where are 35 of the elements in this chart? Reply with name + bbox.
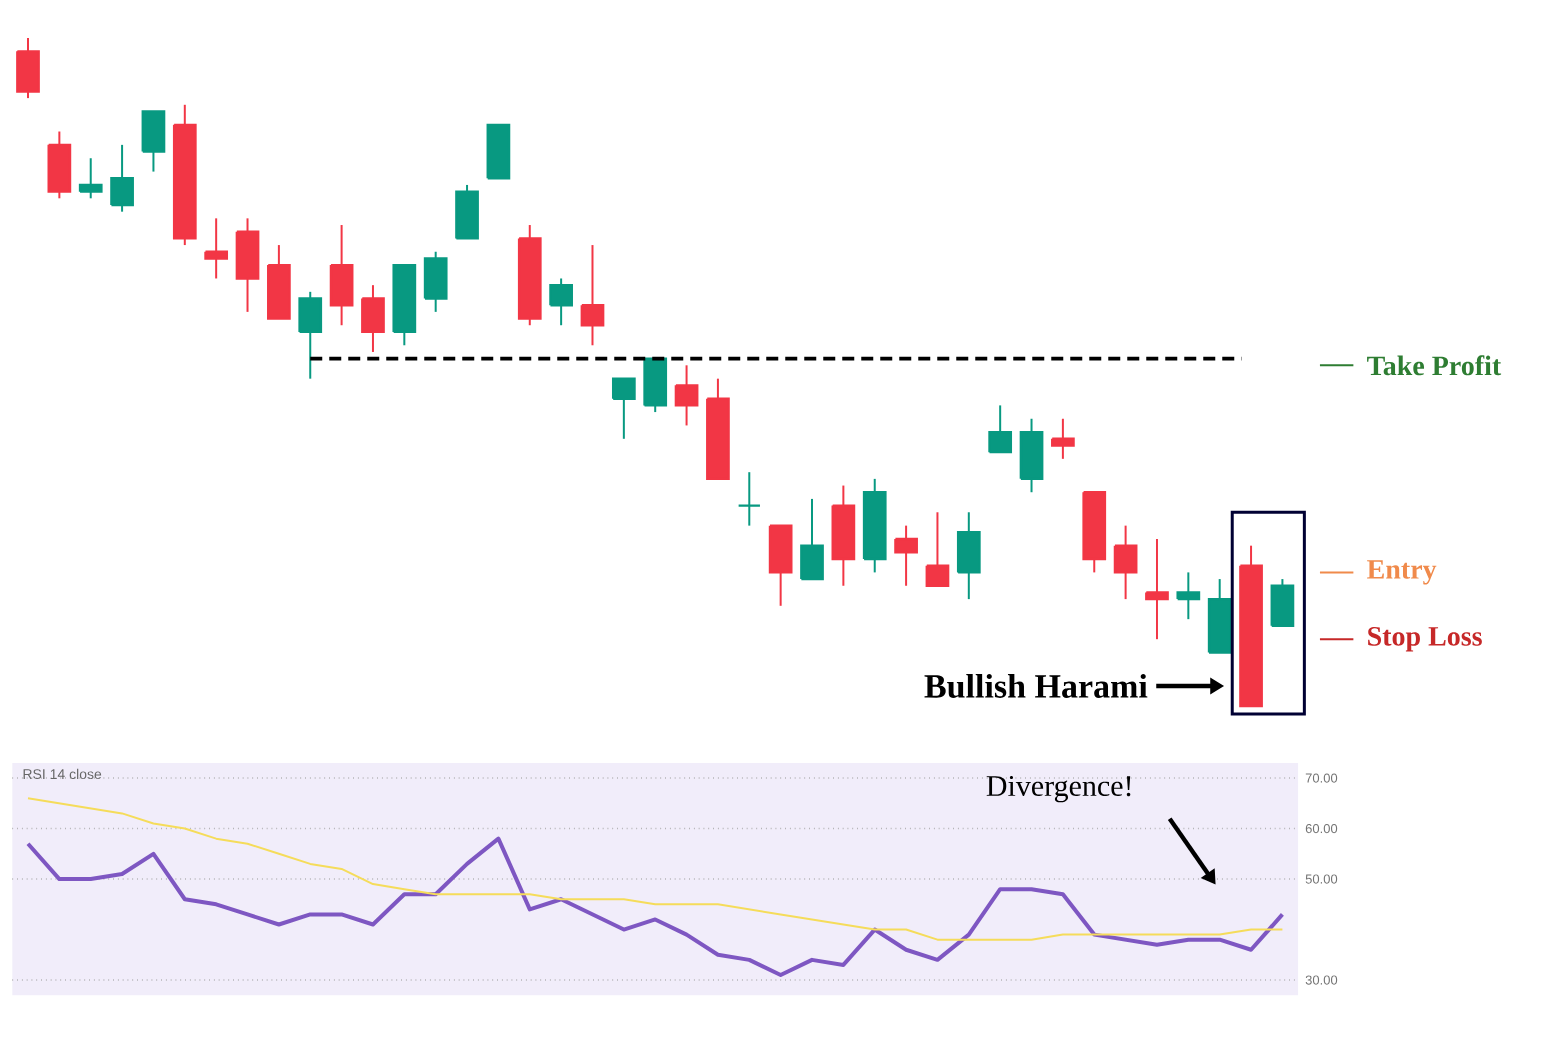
- candlestick: [1051, 417, 1075, 460]
- candlestick: [329, 224, 354, 327]
- candlestick: [1019, 417, 1044, 494]
- candlestick: [549, 277, 573, 327]
- candlestick: [1176, 571, 1201, 621]
- candlestick: [235, 217, 260, 313]
- candlestick: [611, 377, 636, 440]
- candlestick: [16, 36, 40, 100]
- annotation: Divergence!: [986, 775, 1131, 803]
- candlestick: [47, 130, 72, 200]
- candlestick: [737, 471, 762, 527]
- candlestick: [110, 143, 134, 213]
- candlestick: [800, 497, 824, 581]
- ref-line-label: Take Profit: [1367, 355, 1502, 376]
- candlestick: [580, 244, 605, 347]
- candlestick: [141, 110, 166, 173]
- candlestick: [1270, 578, 1295, 628]
- candlestick: [988, 404, 1013, 454]
- candlestick: [643, 357, 668, 414]
- candlestick: [298, 290, 323, 380]
- candlestick: [204, 217, 229, 280]
- ref-line-label: Entry: [1367, 560, 1437, 585]
- candlestick: [423, 250, 448, 313]
- candlestick: [894, 524, 918, 587]
- candlestick: [78, 157, 103, 200]
- candlestick: [361, 284, 385, 353]
- candlestick: [1113, 524, 1138, 601]
- candlestick: [1145, 537, 1169, 641]
- candlestick: [768, 524, 793, 607]
- candlestick: [455, 183, 479, 240]
- candlestick: [925, 511, 950, 587]
- candlestick: [674, 364, 699, 427]
- annotation: Bullish Harami: [924, 673, 1148, 698]
- candlestick: [956, 511, 981, 601]
- ref-line-label: Stop Loss: [1368, 626, 1482, 652]
